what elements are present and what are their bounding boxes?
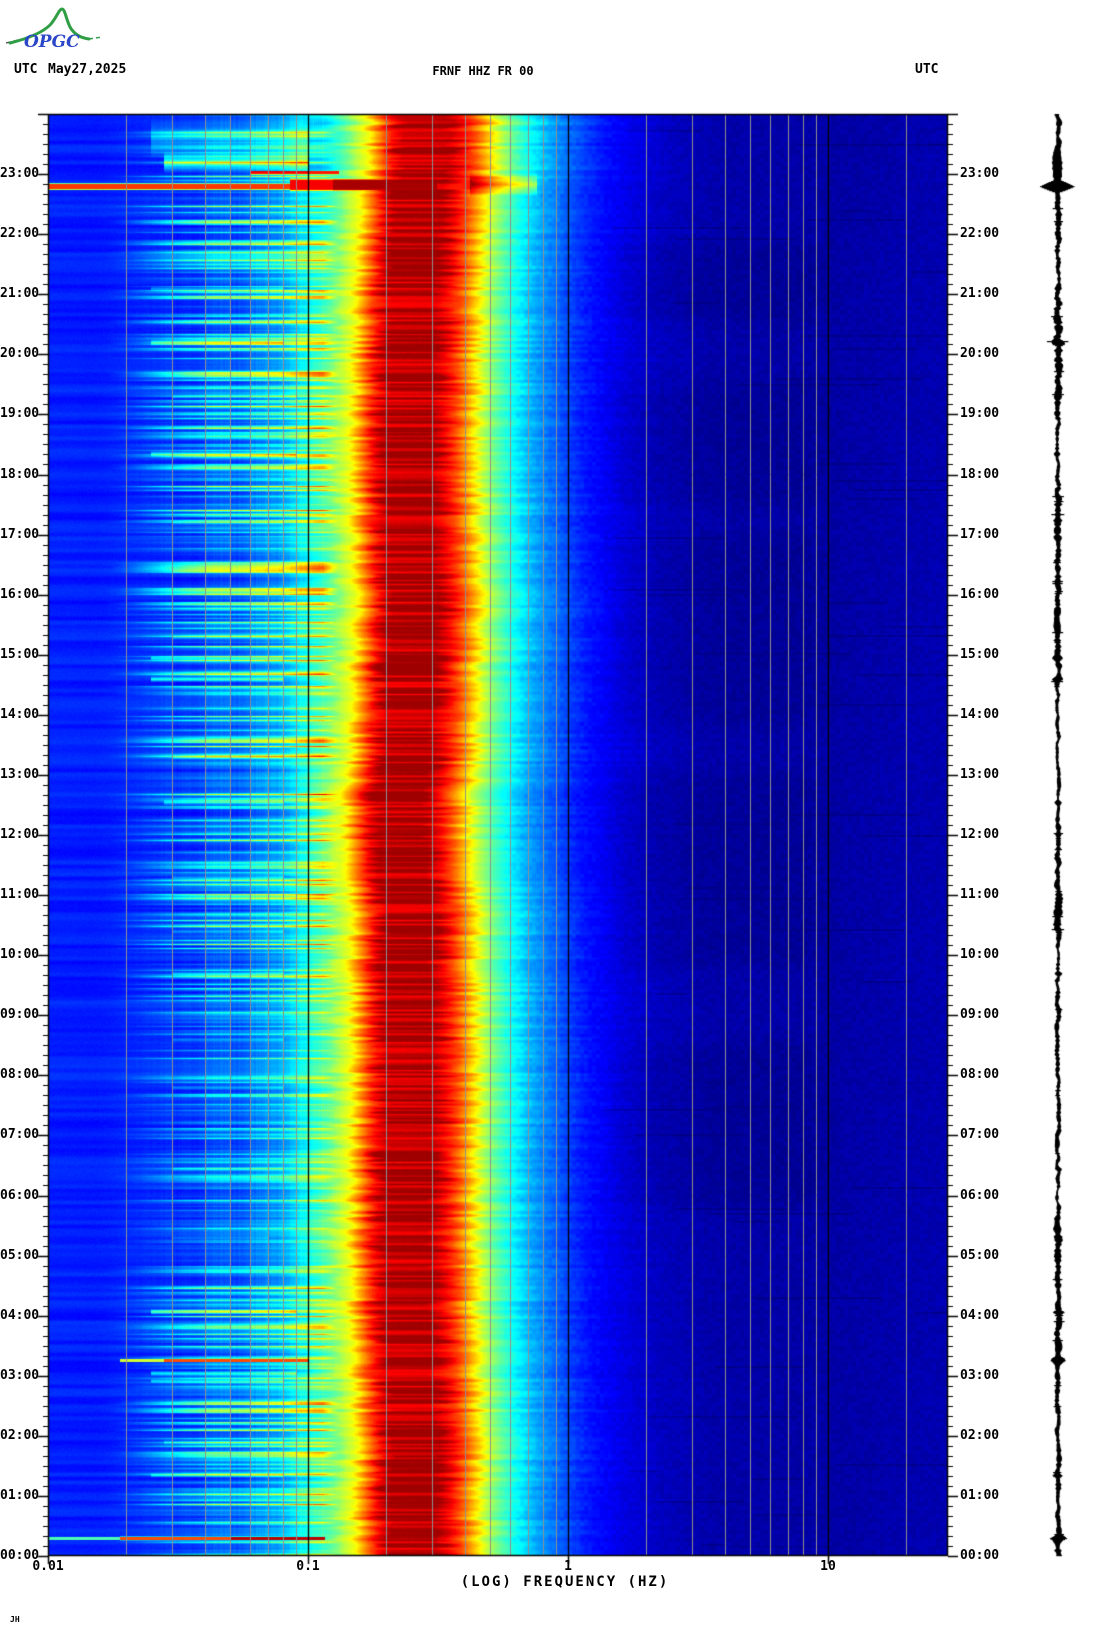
time-label-left: 08:00 bbox=[0, 1067, 40, 1082]
time-label-right: 12:00 bbox=[960, 827, 1000, 842]
time-label-left: 18:00 bbox=[0, 467, 40, 482]
freq-label: 1 bbox=[564, 1559, 572, 1574]
time-label-left: 09:00 bbox=[0, 1007, 40, 1022]
time-label-right: 04:00 bbox=[960, 1308, 1000, 1323]
time-label-right: 08:00 bbox=[960, 1067, 1000, 1082]
time-label-left: 11:00 bbox=[0, 887, 40, 902]
time-label-right: 10:00 bbox=[960, 947, 1000, 962]
time-label-right: 06:00 bbox=[960, 1188, 1000, 1203]
time-label-left: 06:00 bbox=[0, 1188, 40, 1203]
time-label-right: 05:00 bbox=[960, 1248, 1000, 1263]
freq-label: 10 bbox=[820, 1559, 836, 1574]
time-label-right: 00:00 bbox=[960, 1548, 1000, 1563]
footer-mark: JH bbox=[10, 1615, 20, 1624]
time-label-right: 11:00 bbox=[960, 887, 1000, 902]
time-label-left: 17:00 bbox=[0, 527, 40, 542]
time-label-left: 03:00 bbox=[0, 1368, 40, 1383]
time-label-left: 12:00 bbox=[0, 827, 40, 842]
time-label-left: 16:00 bbox=[0, 587, 40, 602]
time-label-left: 23:00 bbox=[0, 166, 40, 181]
time-label-left: 15:00 bbox=[0, 647, 40, 662]
time-label-right: 14:00 bbox=[960, 707, 1000, 722]
freq-label: 0.01 bbox=[32, 1559, 64, 1574]
time-label-right: 17:00 bbox=[960, 527, 1000, 542]
time-label-left: 20:00 bbox=[0, 346, 40, 361]
time-label-right: 23:00 bbox=[960, 166, 1000, 181]
time-label-left: 13:00 bbox=[0, 767, 40, 782]
time-label-right: 20:00 bbox=[960, 346, 1000, 361]
time-label-right: 22:00 bbox=[960, 226, 1000, 241]
time-label-left: 21:00 bbox=[0, 286, 40, 301]
time-label-right: 15:00 bbox=[960, 647, 1000, 662]
time-label-left: 04:00 bbox=[0, 1308, 40, 1323]
time-label-right: 02:00 bbox=[960, 1428, 1000, 1443]
time-label-right: 19:00 bbox=[960, 406, 1000, 421]
time-label-left: 02:00 bbox=[0, 1428, 40, 1443]
time-label-right: 09:00 bbox=[960, 1007, 1000, 1022]
time-label-right: 07:00 bbox=[960, 1127, 1000, 1142]
time-label-left: 07:00 bbox=[0, 1127, 40, 1142]
time-label-left: 05:00 bbox=[0, 1248, 40, 1263]
time-label-right: 18:00 bbox=[960, 467, 1000, 482]
time-label-left: 19:00 bbox=[0, 406, 40, 421]
time-label-right: 16:00 bbox=[960, 587, 1000, 602]
time-label-right: 21:00 bbox=[960, 286, 1000, 301]
time-label-left: 22:00 bbox=[0, 226, 40, 241]
time-label-right: 03:00 bbox=[960, 1368, 1000, 1383]
time-label-left: 14:00 bbox=[0, 707, 40, 722]
time-label-right: 13:00 bbox=[960, 767, 1000, 782]
time-label-left: 10:00 bbox=[0, 947, 40, 962]
x-axis-title: (LOG) FREQUENCY (HZ) bbox=[460, 1574, 670, 1590]
time-label-right: 01:00 bbox=[960, 1488, 1000, 1503]
time-label-left: 00:00 bbox=[0, 1548, 40, 1563]
time-label-left: 01:00 bbox=[0, 1488, 40, 1503]
freq-label: 0.1 bbox=[296, 1559, 320, 1574]
